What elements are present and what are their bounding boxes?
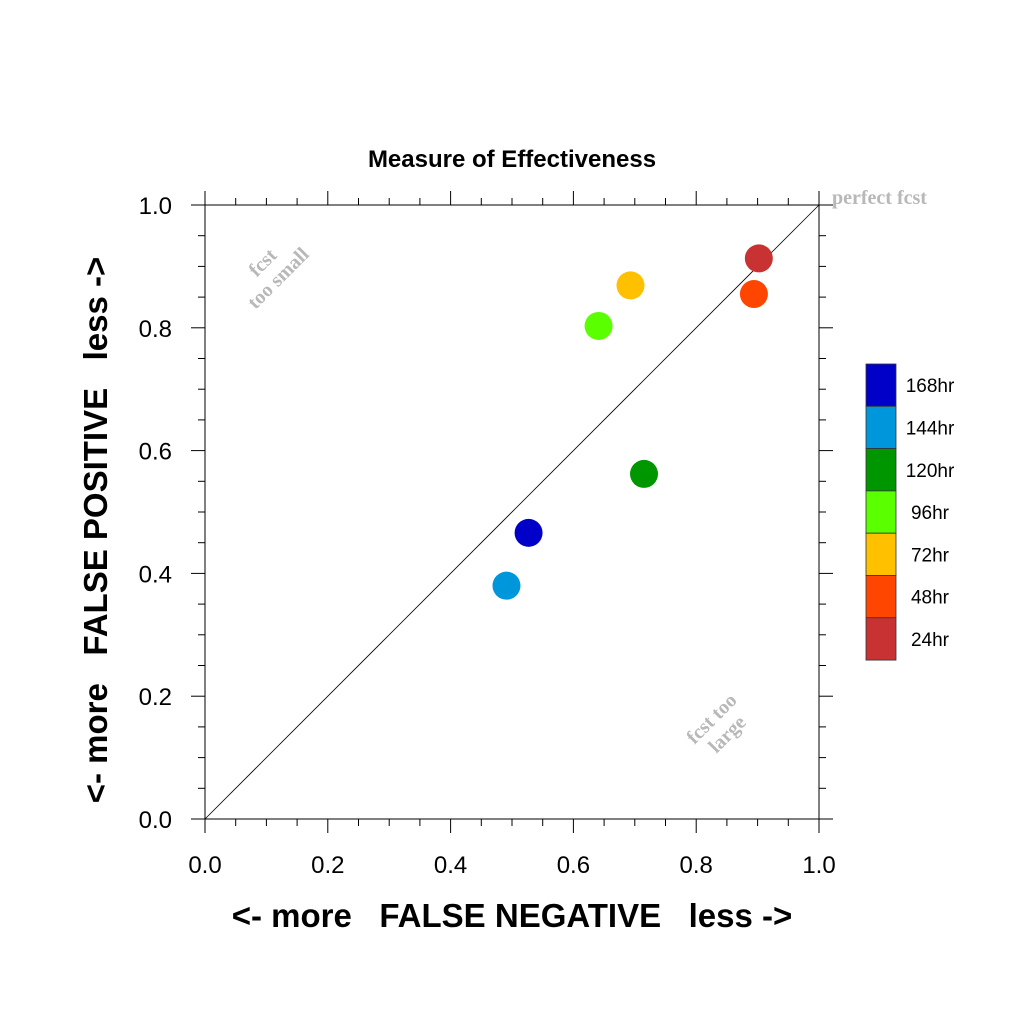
legend-swatch-48hr [865,575,897,619]
y-tick-label: 0.0 [139,807,172,834]
legend-swatch-168hr [865,363,897,407]
y-axis-label: <- more FALSE POSITIVE less -> [77,257,114,804]
legend-label-48hr: 48hr [911,588,950,609]
diagonal-reference-line [204,204,820,820]
x-tick-label: 1.0 [802,852,835,879]
x-tick-label: 0.4 [434,852,467,879]
legend-label-144hr: 144hr [906,418,955,439]
legend: 168hr 144hr 120hr 96hr 72hr 48hr 24hr [865,363,955,661]
y-tick-label: 0.6 [139,439,172,466]
annotation-fcst-too-large: fcst too large [682,689,750,757]
legend-label-168hr: 168hr [906,376,955,397]
x-tick-label: 0.6 [557,852,590,879]
legend-swatch-24hr [865,617,897,661]
annotation-perfect-fcst: perfect fcst [832,187,927,209]
data-point-48hr [739,280,768,309]
data-point-72hr [616,271,645,300]
data-point-144hr [492,571,521,600]
annotation-fcst-too-small-line2: too small [243,243,313,313]
y-tick-label: 0.8 [139,316,172,343]
data-point-24hr [744,244,773,273]
legend-label-96hr: 96hr [911,503,950,524]
legend-label-72hr: 72hr [911,545,950,566]
annotation-fcst-too-small: fcst too small [243,243,313,313]
x-axis-label: <- more FALSE NEGATIVE less -> [232,897,793,934]
axis-ticks [191,191,833,833]
data-point-120hr [630,459,659,488]
y-tick-label: 0.4 [139,561,172,588]
axis-tick-labels: 0.0 0.2 0.4 0.6 0.8 1.0 0.0 0.2 0.4 0.6 0.8 1.0 [139,193,836,879]
legend-swatch-96hr [865,490,897,534]
data-points [492,244,773,600]
data-point-96hr [584,311,613,340]
legend-label-24hr: 24hr [911,630,950,651]
legend-swatch-144hr [865,405,897,449]
x-tick-label: 0.8 [680,852,713,879]
x-tick-label: 0.2 [311,852,344,879]
chart-title: Measure of Effectiveness [368,146,656,173]
y-tick-label: 1.0 [139,193,172,220]
legend-swatch-72hr [865,532,897,576]
legend-label-120hr: 120hr [906,461,955,482]
y-tick-label: 0.2 [139,684,172,711]
legend-swatch-120hr [865,448,897,492]
data-point-168hr [514,518,543,547]
x-tick-label: 0.0 [188,852,221,879]
